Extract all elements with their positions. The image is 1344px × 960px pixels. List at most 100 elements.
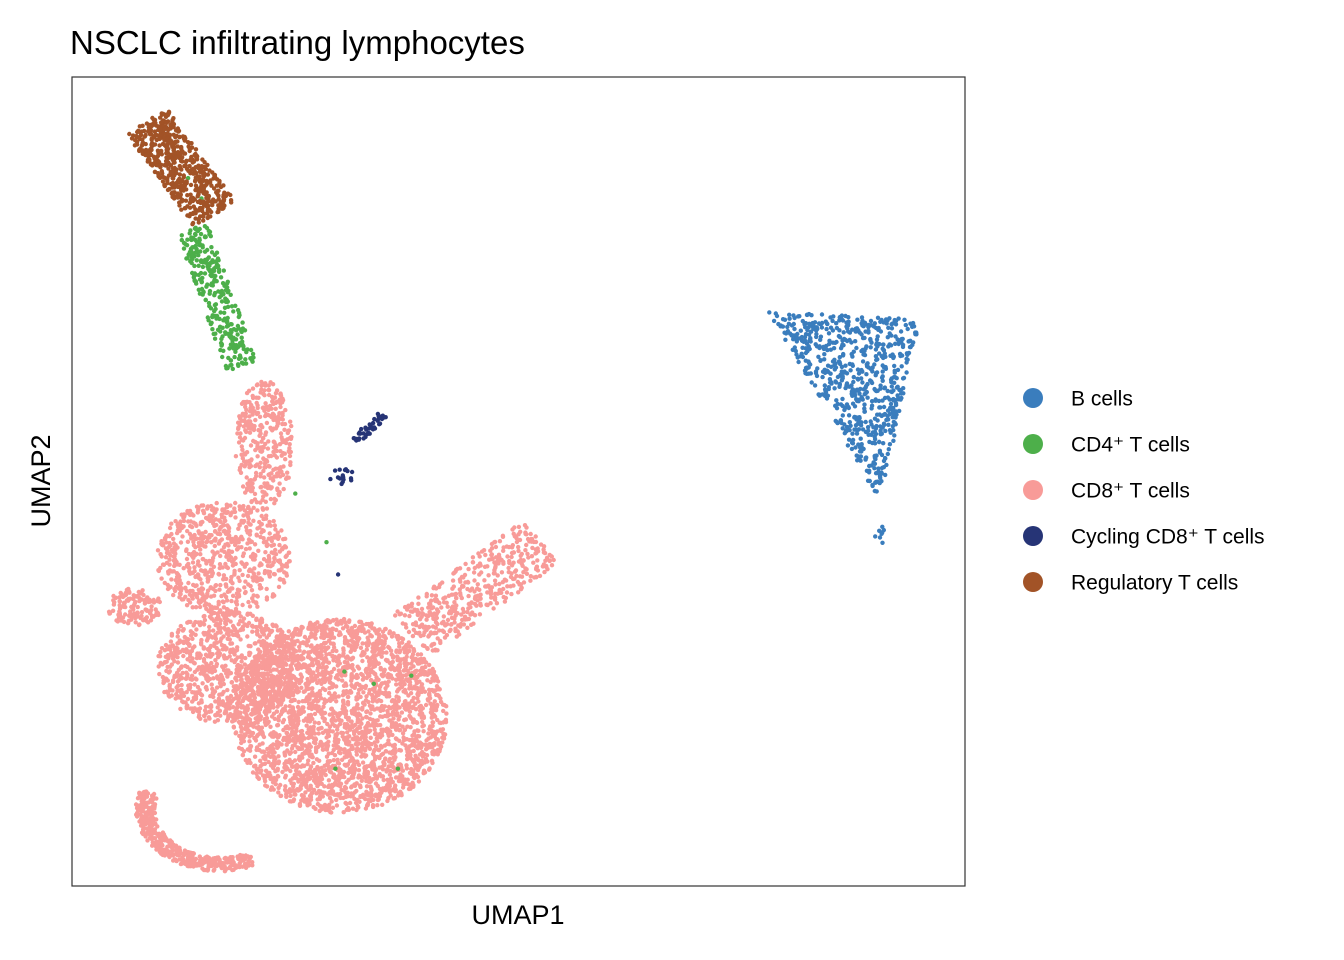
data-point — [236, 697, 241, 702]
data-point — [218, 538, 223, 543]
data-point — [334, 622, 339, 627]
data-point — [251, 427, 257, 433]
data-point — [280, 472, 286, 478]
data-point — [356, 762, 362, 768]
data-point — [231, 725, 237, 730]
data-point — [287, 789, 292, 794]
data-point — [273, 406, 278, 411]
data-point — [203, 572, 208, 577]
data-point — [326, 660, 332, 665]
data-point — [235, 629, 240, 635]
data-point — [111, 602, 117, 607]
data-point — [355, 681, 360, 686]
data-point — [213, 588, 218, 594]
data-point — [284, 794, 289, 799]
data-point — [341, 699, 346, 705]
data-point — [275, 530, 280, 535]
data-point — [218, 519, 223, 524]
data-point — [247, 604, 253, 609]
data-point — [299, 793, 305, 798]
data-point — [258, 561, 263, 566]
data-point — [222, 711, 227, 716]
data-point — [411, 717, 416, 722]
data-point — [342, 725, 347, 730]
data-point — [348, 657, 354, 662]
data-point — [273, 654, 278, 660]
data-point — [328, 635, 334, 641]
data-point — [454, 634, 459, 639]
data-point — [227, 611, 233, 616]
data-point — [236, 420, 241, 425]
data-point — [297, 644, 302, 649]
data-point — [189, 524, 195, 530]
data-point — [419, 689, 424, 695]
data-point — [240, 553, 246, 559]
data-point — [248, 644, 253, 649]
data-point — [420, 724, 425, 729]
data-point — [163, 555, 169, 560]
data-point — [265, 542, 270, 547]
data-point — [192, 592, 197, 597]
data-point — [282, 580, 287, 585]
data-point — [162, 536, 168, 542]
data-point — [408, 691, 414, 696]
data-point — [210, 686, 215, 692]
data-point — [333, 736, 338, 741]
data-point — [339, 757, 345, 762]
data-point — [208, 585, 213, 591]
data-point — [350, 756, 355, 761]
data-point — [371, 761, 376, 766]
data-point — [128, 596, 133, 601]
data-point — [210, 690, 216, 695]
data-point — [313, 673, 319, 679]
data-point — [226, 557, 231, 562]
data-point — [156, 612, 161, 618]
data-point — [221, 668, 227, 673]
data-point — [246, 582, 251, 587]
data-point — [507, 558, 512, 564]
data-point — [261, 468, 266, 474]
data-point — [360, 677, 366, 682]
data-point — [175, 634, 180, 639]
data-point — [396, 717, 401, 722]
data-point — [174, 685, 179, 690]
data-point — [371, 661, 377, 667]
data-point — [367, 687, 372, 693]
data-point — [259, 449, 264, 454]
data-point — [345, 730, 350, 735]
data-point — [239, 737, 244, 742]
data-point — [286, 550, 292, 555]
data-point — [272, 501, 277, 506]
data-point — [315, 691, 320, 696]
data-point — [284, 730, 289, 736]
data-point — [411, 748, 416, 754]
data-point — [158, 552, 163, 557]
data-point — [296, 699, 301, 705]
data-point — [426, 743, 431, 748]
data-point — [319, 656, 325, 661]
data-point — [244, 528, 249, 533]
data-point — [262, 717, 267, 722]
data-point — [123, 612, 128, 617]
data-point — [265, 671, 270, 676]
data-point — [367, 763, 372, 769]
data-point — [299, 728, 305, 734]
data-point — [419, 606, 425, 612]
data-point — [187, 667, 193, 672]
data-point — [256, 395, 261, 400]
data-point — [370, 717, 376, 723]
data-point — [136, 622, 142, 628]
data-point — [360, 707, 365, 712]
data-point — [261, 494, 266, 499]
data-point — [185, 539, 191, 544]
data-point — [393, 613, 398, 618]
data-point — [437, 687, 442, 692]
data-point — [209, 660, 214, 666]
data-point — [249, 482, 254, 487]
data-point — [386, 672, 392, 677]
data-point — [402, 613, 408, 618]
data-point — [341, 665, 346, 670]
data-point — [181, 653, 186, 659]
data-point — [141, 618, 146, 623]
data-point — [220, 565, 225, 570]
